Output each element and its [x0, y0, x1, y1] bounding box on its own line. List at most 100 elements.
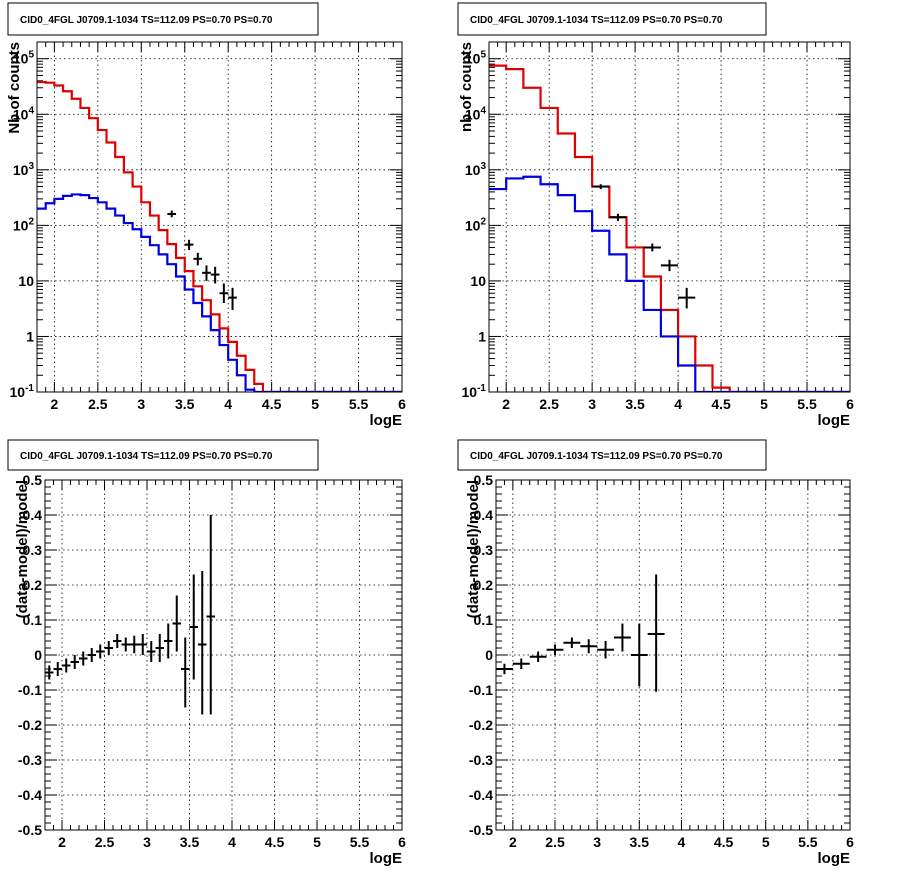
series-model-source-line [489, 175, 850, 392]
series-model-total-line [489, 64, 850, 392]
y-tick-label: 0.4 [474, 507, 494, 523]
chart-panel: CID0_4FGL J0709.1-1034 TS=112.09 PS=0.70… [457, 2, 854, 429]
plot-area [37, 80, 402, 392]
title-box [7, 2, 319, 36]
plot-frame [44, 479, 403, 831]
axis-ticks [36, 41, 403, 393]
y-tick-label: 0.1 [23, 612, 43, 628]
x-tick-label: 5 [762, 834, 770, 850]
y-tick-label: 0.3 [474, 542, 494, 558]
plot-frame [488, 41, 851, 393]
y-tick-label: 103 [13, 161, 35, 178]
y-tick-label: 1 [478, 328, 486, 344]
y-tick-label: -0.1 [469, 682, 493, 698]
plot-frame [495, 479, 851, 831]
plot-area [496, 574, 665, 692]
x-tick-label: 2.5 [88, 396, 108, 412]
x-tick-label: 3 [593, 834, 601, 850]
x-tick-label: 5.5 [798, 834, 818, 850]
x-tick-label: 5 [311, 396, 319, 412]
x-tick-label: 2 [502, 396, 510, 412]
y-tick-label: 10-1 [462, 383, 487, 400]
y-tick-label: -0.4 [469, 787, 493, 803]
y-tick-label: -0.1 [18, 682, 42, 698]
x-tick-label: 4 [228, 834, 236, 850]
y-tick-label: -0.3 [18, 752, 42, 768]
y-tick-label: 0 [34, 647, 42, 663]
x-tick-label: 6 [398, 396, 406, 412]
y-tick-label: 104 [465, 105, 487, 122]
y-axis-title: Nb of counts [6, 42, 23, 134]
x-axis-title: logE [370, 412, 403, 429]
axis-ticks [44, 479, 403, 831]
title-box [7, 439, 319, 471]
y-tick-label: 10 [470, 273, 486, 289]
grid [496, 480, 850, 830]
axis-ticks [495, 479, 851, 831]
x-tick-label: 6 [398, 834, 406, 850]
plot-frame [36, 41, 403, 393]
x-axis-title: logE [818, 850, 851, 867]
y-tick-label: 0.5 [474, 472, 494, 488]
series-model-total-line [37, 80, 402, 392]
x-tick-label: 2 [50, 396, 58, 412]
x-axis-title: logE [818, 412, 851, 429]
x-tick-label: 2 [58, 834, 66, 850]
x-tick-label: 5.5 [349, 396, 369, 412]
x-tick-label: 5 [313, 834, 321, 850]
chart-title: CID0_4FGL J0709.1-1034 TS=112.09 PS=0.70… [20, 451, 273, 462]
x-tick-label: 4 [678, 834, 686, 850]
y-tick-label: 0.2 [474, 577, 494, 593]
y-tick-label: 0.5 [23, 472, 43, 488]
x-tick-label: 2.5 [95, 834, 115, 850]
y-tick-label: -0.2 [469, 717, 493, 733]
y-tick-label: -0.4 [18, 787, 42, 803]
x-tick-label: 3.5 [175, 396, 195, 412]
y-tick-label: 1 [26, 328, 34, 344]
x-tick-label: 3 [588, 396, 596, 412]
x-tick-label: 3 [143, 834, 151, 850]
plot-area [45, 515, 215, 715]
x-tick-label: 4.5 [711, 396, 731, 412]
x-tick-label: 4 [224, 396, 232, 412]
x-tick-label: 3.5 [625, 396, 645, 412]
x-tick-label: 5 [760, 396, 768, 412]
x-tick-label: 6 [846, 396, 854, 412]
grid [45, 480, 402, 830]
chart-panel: CID0_4FGL J0709.1-1034 TS=112.09 PS=0.70… [6, 2, 406, 429]
y-tick-label: -0.5 [469, 822, 493, 838]
y-tick-label: 105 [465, 50, 487, 67]
title-box [457, 2, 767, 36]
y-axis-title: (data-model)/model [465, 480, 482, 618]
chart-panel: CID0_4FGL J0709.1-1034 TS=112.09 PS=0.70… [457, 439, 854, 867]
x-tick-label: 3.5 [630, 834, 650, 850]
y-tick-label: -0.3 [469, 752, 493, 768]
y-tick-label: 0.4 [23, 507, 43, 523]
title-box [457, 439, 767, 471]
plot-area [489, 64, 850, 392]
chart-title: CID0_4FGL J0709.1-1034 TS=112.09 PS=0.70… [470, 451, 723, 462]
x-tick-label: 5.5 [797, 396, 817, 412]
y-tick-label: 103 [465, 161, 487, 178]
x-tick-label: 3.5 [180, 834, 200, 850]
x-tick-label: 4.5 [262, 396, 282, 412]
x-tick-label: 4.5 [265, 834, 285, 850]
y-tick-label: -0.2 [18, 717, 42, 733]
grid [489, 42, 850, 392]
x-tick-label: 4.5 [714, 834, 734, 850]
chart-panel: CID0_4FGL J0709.1-1034 TS=112.09 PS=0.70… [7, 439, 406, 867]
chart-title: CID0_4FGL J0709.1-1034 TS=112.09 PS=0.70… [470, 15, 723, 26]
y-tick-label: 0 [485, 647, 493, 663]
x-tick-label: 5.5 [350, 834, 370, 850]
y-tick-label: 0.3 [23, 542, 43, 558]
y-tick-label: 0.2 [23, 577, 43, 593]
chart-title: CID0_4FGL J0709.1-1034 TS=112.09 PS=0.70… [20, 15, 273, 26]
y-axis-title: nb of counts [458, 42, 475, 132]
x-axis-title: logE [370, 850, 403, 867]
x-tick-label: 6 [846, 834, 854, 850]
x-tick-label: 4 [674, 396, 682, 412]
y-tick-label: 105 [13, 50, 35, 67]
axis-ticks [488, 41, 851, 393]
y-tick-label: 102 [13, 216, 35, 233]
